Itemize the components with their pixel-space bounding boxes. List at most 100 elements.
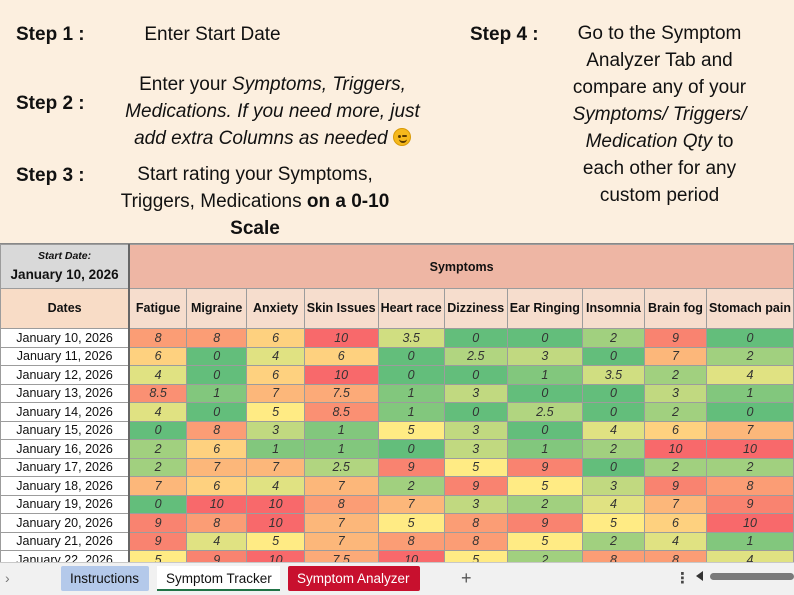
rating-cell[interactable]: 5 xyxy=(506,476,583,496)
rating-cell[interactable]: 8.5 xyxy=(128,383,188,403)
rating-cell[interactable]: 2 xyxy=(643,402,707,422)
rating-cell[interactable]: 7 xyxy=(705,420,794,440)
rating-cell[interactable]: 9 xyxy=(128,513,188,533)
column-header[interactable]: Brain fog xyxy=(643,288,707,329)
rating-cell[interactable]: 0 xyxy=(377,365,445,385)
rating-cell[interactable]: 1 xyxy=(303,420,379,440)
rating-cell[interactable]: 5 xyxy=(128,550,188,562)
rating-cell[interactable]: 0 xyxy=(443,328,508,348)
date-cell[interactable]: January 21, 2026 xyxy=(0,531,131,551)
rating-cell[interactable]: 7 xyxy=(643,346,707,366)
plus-icon[interactable]: + xyxy=(461,568,472,588)
rating-cell[interactable]: 0 xyxy=(506,328,583,348)
rating-cell[interactable]: 5 xyxy=(506,531,583,551)
rating-cell[interactable]: 2 xyxy=(581,328,645,348)
rating-cell[interactable]: 0 xyxy=(581,402,645,422)
rating-cell[interactable]: 10 xyxy=(185,494,248,514)
rating-cell[interactable]: 6 xyxy=(303,346,379,366)
rating-cell[interactable]: 0 xyxy=(443,365,508,385)
rating-cell[interactable]: 5 xyxy=(581,513,645,533)
rating-cell[interactable]: 0 xyxy=(705,328,794,348)
column-header[interactable]: Ear Ringing xyxy=(506,288,583,329)
rating-cell[interactable]: 1 xyxy=(506,365,583,385)
rating-cell[interactable]: 4 xyxy=(643,531,707,551)
rating-cell[interactable]: 7 xyxy=(185,457,248,477)
rating-cell[interactable]: 8 xyxy=(377,531,445,551)
rating-cell[interactable]: 3 xyxy=(643,383,707,403)
column-header[interactable]: Heart race xyxy=(377,288,445,329)
column-header[interactable]: Migraine xyxy=(185,288,248,329)
rating-cell[interactable]: 9 xyxy=(377,457,445,477)
rating-cell[interactable]: 0 xyxy=(377,346,445,366)
rating-cell[interactable]: 6 xyxy=(128,346,188,366)
rating-cell[interactable]: 6 xyxy=(246,328,305,348)
rating-cell[interactable]: 5 xyxy=(246,531,305,551)
rating-cell[interactable]: 2.5 xyxy=(506,402,583,422)
rating-cell[interactable]: 10 xyxy=(246,494,305,514)
rating-cell[interactable]: 0 xyxy=(705,402,794,422)
rating-cell[interactable]: 4 xyxy=(246,476,305,496)
dates-header[interactable]: Dates xyxy=(0,288,131,329)
rating-cell[interactable]: 0 xyxy=(581,457,645,477)
tab-symptom-tracker[interactable]: Symptom Tracker xyxy=(157,566,280,591)
rating-cell[interactable]: 1 xyxy=(185,383,248,403)
rating-cell[interactable]: 2.5 xyxy=(443,346,508,366)
rating-cell[interactable]: 2 xyxy=(643,365,707,385)
scroll-left-icon[interactable] xyxy=(696,571,703,581)
rating-cell[interactable]: 2 xyxy=(506,550,583,562)
rating-cell[interactable]: 0 xyxy=(185,346,248,366)
date-cell[interactable]: January 22, 2026 xyxy=(0,550,131,562)
rating-cell[interactable]: 4 xyxy=(128,402,188,422)
rating-cell[interactable]: 10 xyxy=(705,439,794,459)
rating-cell[interactable]: 7 xyxy=(643,494,707,514)
rating-cell[interactable]: 2 xyxy=(581,439,645,459)
rating-cell[interactable]: 2 xyxy=(377,476,445,496)
rating-cell[interactable]: 9 xyxy=(643,328,707,348)
rating-cell[interactable]: 8 xyxy=(443,513,508,533)
rating-cell[interactable]: 3 xyxy=(443,494,508,514)
date-cell[interactable]: January 18, 2026 xyxy=(0,476,131,496)
rating-cell[interactable]: 6 xyxy=(185,439,248,459)
rating-cell[interactable]: 4 xyxy=(128,365,188,385)
rating-cell[interactable]: 9 xyxy=(705,494,794,514)
rating-cell[interactable]: 10 xyxy=(705,513,794,533)
date-cell[interactable]: January 20, 2026 xyxy=(0,513,131,533)
column-header[interactable]: Anxiety xyxy=(246,288,305,329)
rating-cell[interactable]: 1 xyxy=(246,439,305,459)
rating-cell[interactable]: 0 xyxy=(581,383,645,403)
rating-cell[interactable]: 0 xyxy=(128,420,188,440)
rating-cell[interactable]: 6 xyxy=(185,476,248,496)
rating-cell[interactable]: 3.5 xyxy=(581,365,645,385)
rating-cell[interactable]: 5 xyxy=(377,513,445,533)
rating-cell[interactable]: 2 xyxy=(643,457,707,477)
rating-cell[interactable]: 5 xyxy=(443,457,508,477)
rating-cell[interactable]: 8 xyxy=(643,550,707,562)
column-header[interactable]: Stomach pain xyxy=(705,288,794,329)
rating-cell[interactable]: 2 xyxy=(581,531,645,551)
rating-cell[interactable]: 1 xyxy=(705,531,794,551)
rating-cell[interactable]: 9 xyxy=(506,457,583,477)
rating-cell[interactable]: 5 xyxy=(377,420,445,440)
rating-cell[interactable]: 7 xyxy=(128,476,188,496)
date-cell[interactable]: January 17, 2026 xyxy=(0,457,131,477)
spreadsheet-grid[interactable]: Start Date: January 10, 2026 Symptoms Da… xyxy=(0,243,794,562)
rating-cell[interactable]: 3 xyxy=(443,383,508,403)
rating-cell[interactable]: 4 xyxy=(705,550,794,562)
rating-cell[interactable]: 8 xyxy=(185,513,248,533)
rating-cell[interactable]: 8 xyxy=(443,531,508,551)
rating-cell[interactable]: 10 xyxy=(377,550,445,562)
start-date-cell[interactable]: Start Date: January 10, 2026 xyxy=(0,244,130,289)
rating-cell[interactable]: 2.5 xyxy=(303,457,379,477)
column-header[interactable]: Fatigue xyxy=(128,288,188,329)
rating-cell[interactable]: 7.5 xyxy=(303,550,379,562)
rating-cell[interactable]: 2 xyxy=(705,346,794,366)
rating-cell[interactable]: 10 xyxy=(246,513,305,533)
chevron-right-icon[interactable]: › xyxy=(5,570,10,586)
rating-cell[interactable]: 4 xyxy=(581,494,645,514)
rating-cell[interactable]: 0 xyxy=(128,494,188,514)
more-vertical-icon[interactable]: ⋮ xyxy=(675,570,690,587)
rating-cell[interactable]: 7 xyxy=(246,457,305,477)
column-header[interactable]: Skin Issues xyxy=(303,288,379,329)
rating-cell[interactable]: 9 xyxy=(185,550,248,562)
rating-cell[interactable]: 7 xyxy=(246,383,305,403)
